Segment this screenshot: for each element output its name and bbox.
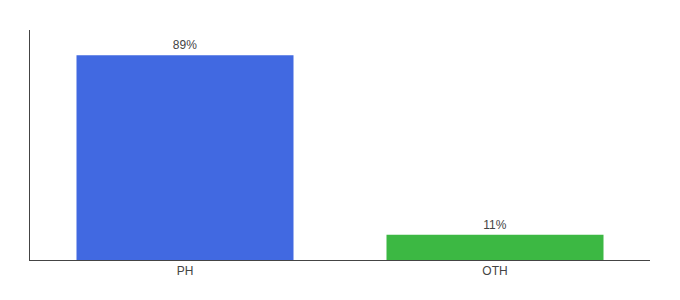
svg-text:OTH: OTH bbox=[482, 264, 507, 278]
svg-text:11%: 11% bbox=[483, 218, 506, 232]
svg-text:89%: 89% bbox=[173, 38, 197, 52]
svg-text:PH: PH bbox=[177, 264, 194, 278]
